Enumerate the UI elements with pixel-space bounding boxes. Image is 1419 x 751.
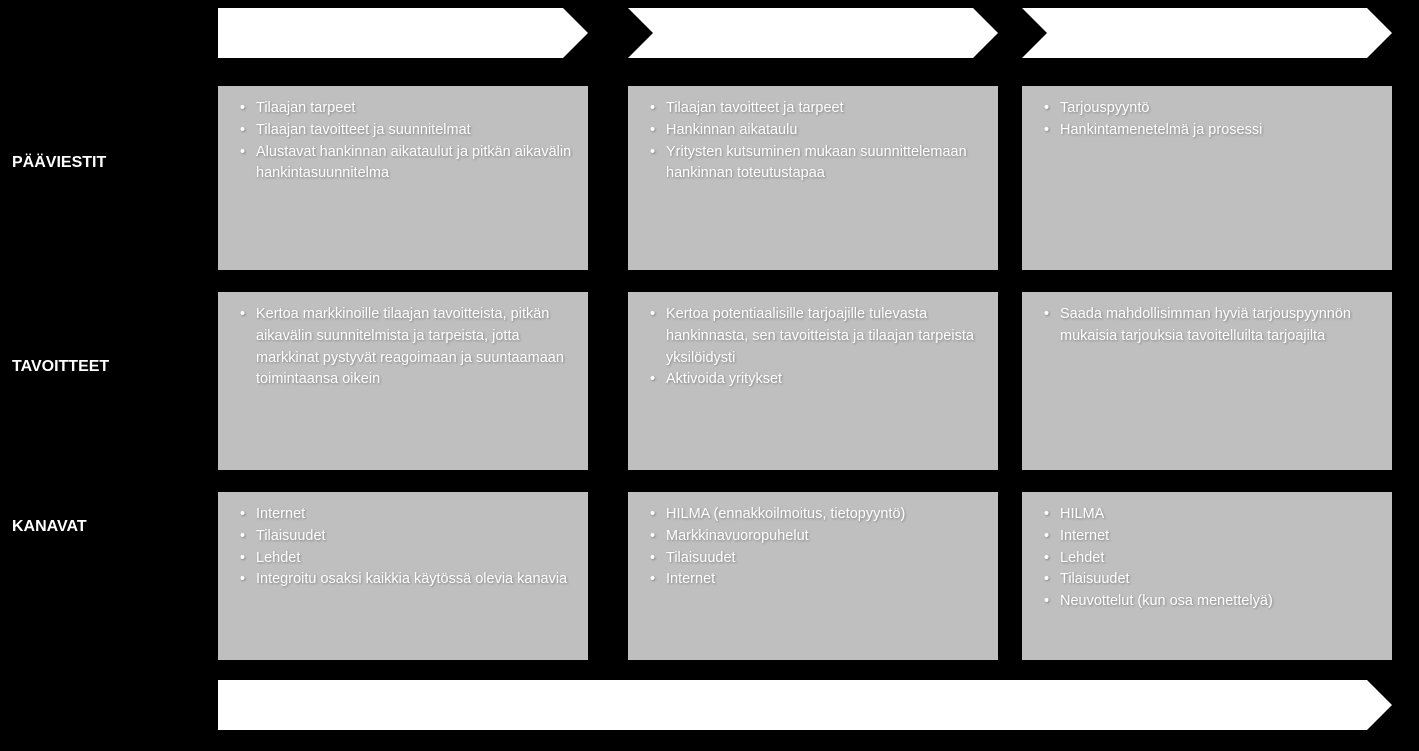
cell-tavoitteet-col2: Kertoa potentiaalisille tarjoajille tule…	[628, 292, 998, 470]
cell-paaviesteet-col2: Tilaajan tavoitteet ja tarpeetHankinnan …	[628, 86, 998, 270]
list-item: Alustavat hankinnan aikataulut ja pitkän…	[238, 142, 572, 186]
cell-tavoitteet-col3: Saada mahdollisimman hyviä tarjouspyynnö…	[1022, 292, 1392, 470]
list-item: Tilaisuudet	[1042, 569, 1376, 591]
phase-arrow-2	[628, 8, 973, 58]
list-item: Lehdet	[238, 548, 572, 570]
list-item: Aktivoida yritykset	[648, 369, 982, 391]
list-item: Neuvottelut (kun osa menettelyä)	[1042, 591, 1376, 613]
list-item: Internet	[1042, 526, 1376, 548]
list-item: Tarjouspyyntö	[1042, 98, 1376, 120]
list-item: Markkinavuoropuhelut	[648, 526, 982, 548]
phase-arrow-3	[1022, 8, 1367, 58]
diagram-container: PÄÄVIESTIT TAVOITTEET KANAVAT Tilaajan t…	[0, 0, 1419, 751]
cell-kanavat-col1: InternetTilaisuudetLehdetIntegroitu osak…	[218, 492, 588, 660]
list-item: Tilaisuudet	[648, 548, 982, 570]
cell-paaviesteet-col1: Tilaajan tarpeetTilaajan tavoitteet ja s…	[218, 86, 588, 270]
phase-arrow-1	[218, 8, 563, 58]
list-item: Kertoa potentiaalisille tarjoajille tule…	[648, 304, 982, 369]
list-item: Internet	[238, 504, 572, 526]
row-label-tavoitteet: TAVOITTEET	[12, 358, 109, 376]
list-item: Tilaajan tarpeet	[238, 98, 572, 120]
list-item: Lehdet	[1042, 548, 1376, 570]
cell-tavoitteet-col1: Kertoa markkinoille tilaajan tavoitteist…	[218, 292, 588, 470]
list-item: Internet	[648, 569, 982, 591]
list-item: Hankintamenetelmä ja prosessi	[1042, 120, 1376, 142]
cell-paaviesteet-col3: TarjouspyyntöHankintamenetelmä ja proses…	[1022, 86, 1392, 270]
list-item: Tilaisuudet	[238, 526, 572, 548]
list-item: HILMA (ennakkoilmoitus, tietopyyntö)	[648, 504, 982, 526]
list-item: Tilaajan tavoitteet ja tarpeet	[648, 98, 982, 120]
row-label-kanavat: KANAVAT	[12, 518, 87, 536]
row-label-paaviesteet: PÄÄVIESTIT	[12, 154, 106, 172]
list-item: Integroitu osaksi kaikkia käytössä olevi…	[238, 569, 572, 591]
list-item: Saada mahdollisimman hyviä tarjouspyynnö…	[1042, 304, 1376, 348]
list-item: Kertoa markkinoille tilaajan tavoitteist…	[238, 304, 572, 391]
cell-kanavat-col2: HILMA (ennakkoilmoitus, tietopyyntö)Mark…	[628, 492, 998, 660]
list-item: Hankinnan aikataulu	[648, 120, 982, 142]
list-item: Tilaajan tavoitteet ja suunnitelmat	[238, 120, 572, 142]
list-item: HILMA	[1042, 504, 1376, 526]
timeline-arrow	[218, 680, 1367, 730]
list-item: Yritysten kutsuminen mukaan suunnittelem…	[648, 142, 982, 186]
cell-kanavat-col3: HILMAInternetLehdetTilaisuudetNeuvottelu…	[1022, 492, 1392, 660]
